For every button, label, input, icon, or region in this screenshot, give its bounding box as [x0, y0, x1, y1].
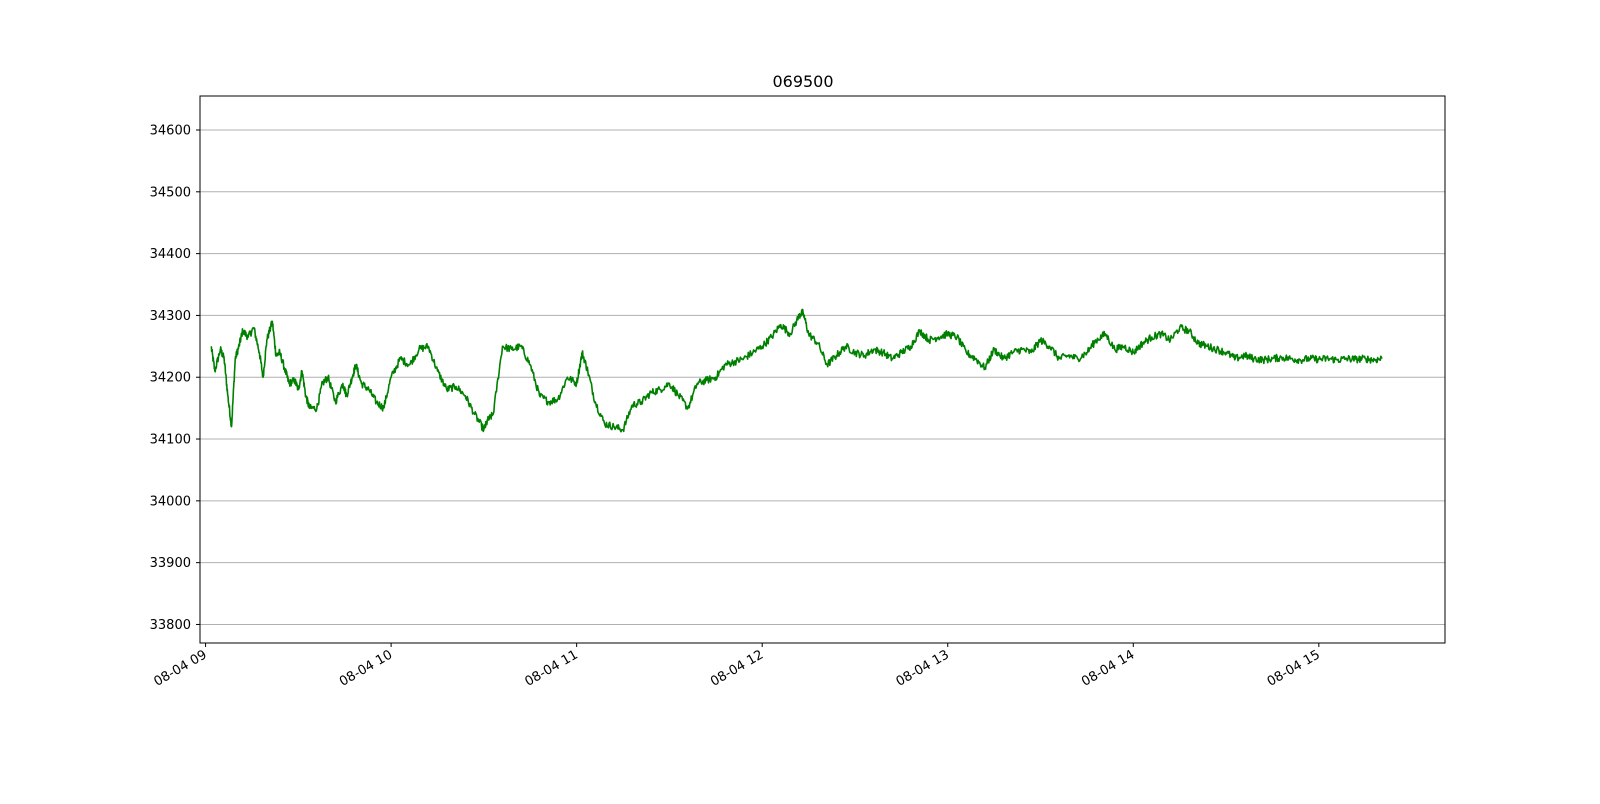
chart-title: 069500: [772, 72, 833, 91]
y-tick-label: 33800: [150, 618, 191, 633]
x-tick-label: 08-04 12: [708, 647, 766, 689]
y-tick-label: 34100: [150, 433, 191, 448]
y-tick-label: 34400: [150, 247, 191, 262]
y-tick-label: 33900: [150, 556, 191, 571]
x-tick-label: 08-04 11: [523, 647, 581, 689]
y-tick-label: 34000: [150, 494, 191, 509]
y-tick-label: 34300: [150, 309, 191, 324]
x-tick-label: 08-04 09: [151, 647, 209, 689]
x-tick-label: 08-04 13: [894, 647, 952, 689]
y-tick-label: 34500: [150, 185, 191, 200]
y-tick-label: 34600: [150, 123, 191, 138]
price-series-line: [210, 308, 1383, 433]
y-gridlines: [200, 129, 1445, 625]
x-axis: 08-04 09 08-04 10 08-04 11 08-04 12 08-04 13…: [151, 643, 1323, 690]
x-tick-label: 08-04 15: [1265, 647, 1323, 689]
series-layer: [210, 308, 1383, 433]
y-axis: 33800 33900 34000 34100 34200 34300 34400 34500…: [150, 123, 200, 633]
x-tick-label: 08-04 10: [337, 647, 395, 689]
x-tick-label: 08-04 14: [1079, 647, 1137, 689]
y-tick-label: 34200: [150, 371, 191, 386]
plot-frame: [199, 95, 1446, 644]
